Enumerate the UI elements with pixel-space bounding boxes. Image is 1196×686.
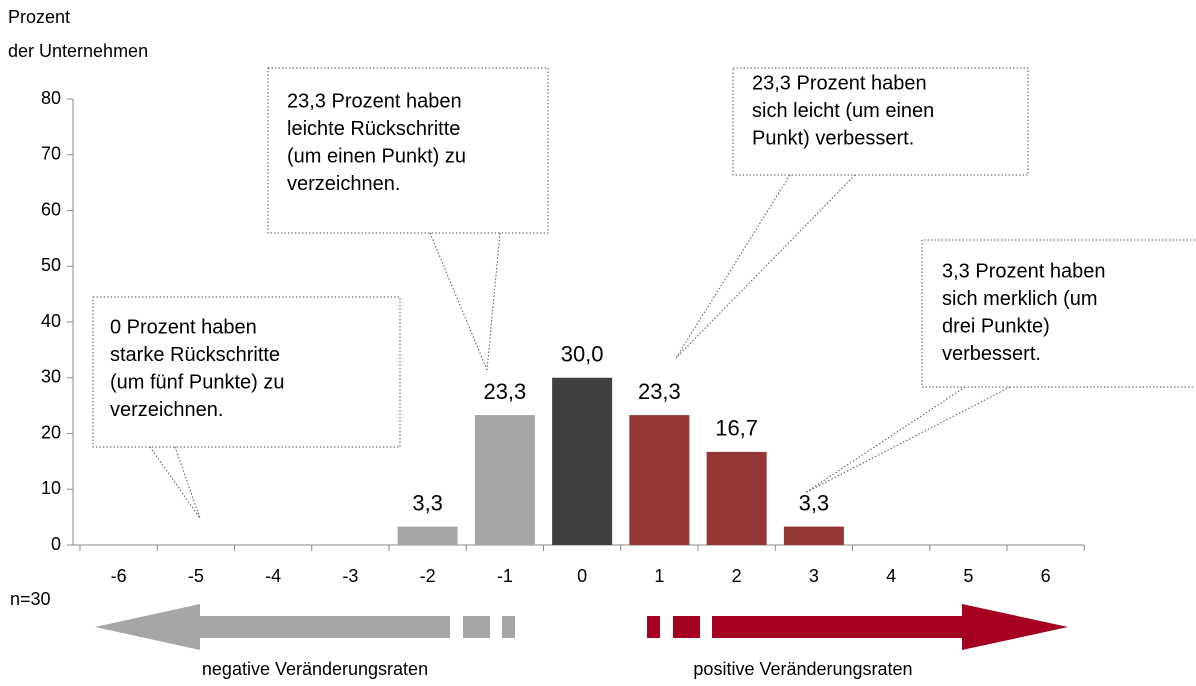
- callout-text: drei Punkte): [942, 315, 1050, 337]
- callout-pointer: [429, 232, 488, 371]
- arrow-label: positive Veränderungsraten: [693, 659, 912, 679]
- callout-text: starke Rückschritte: [110, 344, 280, 366]
- y-tick-label: 30: [41, 367, 61, 387]
- callout-text: verbessert.: [942, 343, 1041, 365]
- callout-pointer: [804, 386, 1011, 494]
- callout-text: sich leicht (um einen: [752, 100, 934, 122]
- callout-text: 3,3 Prozent haben: [942, 260, 1105, 282]
- y-tick-label: 10: [41, 478, 61, 498]
- arrow-shape: [712, 604, 1068, 650]
- callout-pointer: [174, 446, 201, 519]
- y-tick-label: 50: [41, 255, 61, 275]
- value-label: 23,3: [483, 379, 526, 404]
- callout-box: [267, 67, 549, 234]
- callout-box: [92, 296, 401, 448]
- y-tick-label: 60: [41, 199, 61, 219]
- callout-text: Punkt) verbessert.: [752, 127, 914, 149]
- callout-pointer: [486, 232, 501, 371]
- arrow-dash: [502, 616, 515, 638]
- x-tick-label: 5: [963, 566, 973, 586]
- callout-text: 23,3 Prozent haben: [287, 90, 462, 112]
- callout-text: 0 Prozent haben: [110, 316, 257, 338]
- callout-text: verzeichnen.: [110, 399, 223, 421]
- callout-pointer: [675, 174, 856, 359]
- bar: [552, 377, 613, 545]
- callout-pointer: [149, 446, 201, 519]
- callout-text: (um fünf Punkte) zu: [110, 371, 285, 393]
- callout-pointer: [675, 174, 791, 359]
- callout-pointer: [804, 386, 966, 494]
- x-tick-label: 2: [732, 566, 742, 586]
- positive-arrow: [647, 604, 1068, 650]
- x-tick-label: -6: [111, 566, 127, 586]
- value-label: 3,3: [799, 490, 830, 515]
- y-tick-label: 0: [51, 534, 61, 554]
- sample-size: n=30: [10, 589, 51, 609]
- x-tick-label: 3: [809, 566, 819, 586]
- value-label: 3,3: [412, 490, 443, 515]
- x-tick-label: 6: [1041, 566, 1051, 586]
- y-tick-label: 70: [41, 144, 61, 164]
- y-tick-label: 20: [41, 422, 61, 442]
- x-tick-label: 0: [577, 566, 587, 586]
- arrow-dash: [463, 616, 490, 638]
- x-tick-label: -2: [420, 566, 436, 586]
- negative-arrow: [95, 604, 515, 650]
- bar: [397, 526, 458, 545]
- bar: [783, 526, 844, 545]
- x-tick-label: -5: [188, 566, 204, 586]
- y-axis-label: Prozent: [8, 7, 70, 27]
- bar: [706, 451, 767, 545]
- arrow-label: negative Veränderungsraten: [202, 659, 428, 679]
- y-tick-label: 40: [41, 311, 61, 331]
- callout-text: sich merklich (um: [942, 288, 1098, 310]
- value-label: 30,0: [561, 342, 604, 367]
- x-tick-label: 1: [654, 566, 664, 586]
- bar: [474, 415, 535, 545]
- callout-text: 23,3 Prozent haben: [752, 72, 927, 94]
- x-tick-label: -1: [497, 566, 513, 586]
- callout-box: [921, 239, 1195, 388]
- x-tick-label: 4: [886, 566, 896, 586]
- callout-box: [732, 67, 1029, 176]
- y-tick-label: 80: [41, 88, 61, 108]
- callout-text: verzeichnen.: [287, 173, 400, 195]
- value-label: 23,3: [638, 379, 681, 404]
- arrow-dash: [673, 616, 700, 638]
- x-tick-label: -3: [342, 566, 358, 586]
- callout-text: (um einen Punkt) zu: [287, 145, 466, 167]
- bar: [629, 415, 690, 545]
- arrow-shape: [95, 604, 450, 650]
- x-tick-label: -4: [265, 566, 281, 586]
- value-label: 16,7: [715, 416, 758, 441]
- callout-text: leichte Rückschritte: [287, 118, 460, 140]
- y-axis-label: der Unternehmen: [8, 41, 148, 61]
- arrow-dash: [647, 616, 660, 638]
